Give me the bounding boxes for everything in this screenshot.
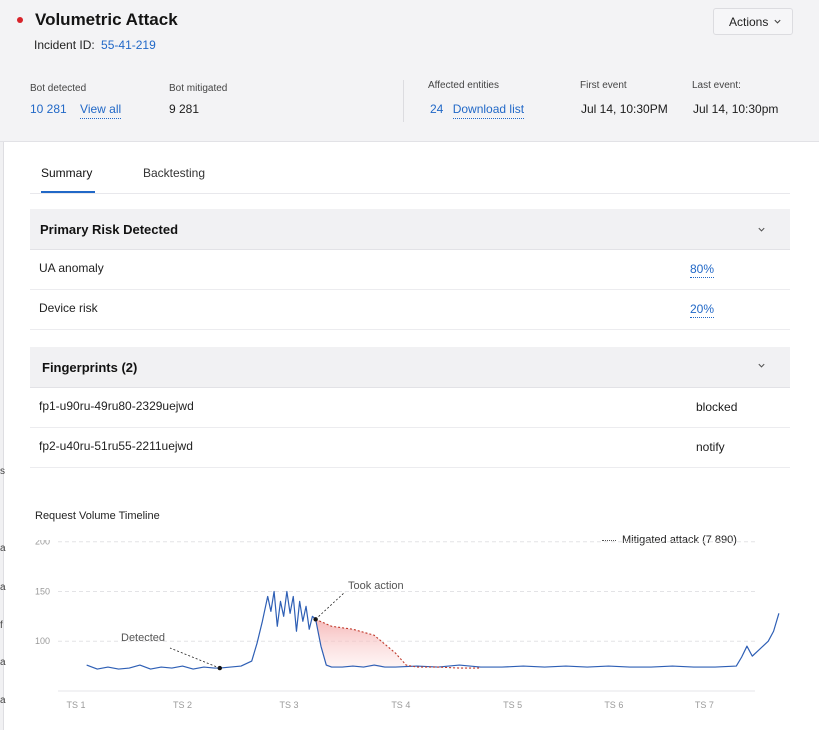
last-event-label: Last event: <box>692 80 741 91</box>
chart-title: Request Volume Timeline <box>35 510 160 522</box>
chevron-down-icon[interactable] <box>757 225 766 234</box>
legend-label: Mitigated attack (7 890) <box>622 534 737 546</box>
x-tick-label: TS 6 <box>604 700 623 710</box>
risk-percentage[interactable]: 20% <box>690 302 715 318</box>
tab-summary[interactable]: Summary <box>41 166 93 180</box>
risk-row-ua-anomaly: UA anomaly 80% <box>30 250 790 290</box>
risk-row-device-risk: Device risk 20% <box>30 290 790 330</box>
stats-divider <box>403 80 404 122</box>
x-tick-label: TS 5 <box>503 700 522 710</box>
incident-id-value[interactable]: 55-41-219 <box>101 38 156 52</box>
tab-backtesting[interactable]: Backtesting <box>143 166 206 180</box>
annotation-marker <box>217 665 222 671</box>
y-tick-label: 150 <box>35 586 50 596</box>
annotation-label: Detected <box>121 632 165 644</box>
tabs-divider <box>30 193 790 194</box>
x-tick-label: TS 1 <box>66 700 85 710</box>
affected-entities-value-group: 24 Download list <box>430 102 525 119</box>
x-tick-label: TS 4 <box>391 700 410 710</box>
last-event-value: Jul 14, 10:30pm <box>693 102 779 116</box>
fingerprints-section-header[interactable]: Fingerprints (2) <box>30 347 790 388</box>
left-edge-text: a <box>0 582 6 593</box>
mitigated-area <box>315 619 481 669</box>
request-volume-chart: Detected Took action 200 150 100 TS 1 TS 2 TS … <box>35 540 780 710</box>
risk-name: Device risk <box>39 301 98 315</box>
chevron-down-icon <box>774 19 781 24</box>
active-tab-indicator <box>41 191 95 193</box>
incident-id-line: Incident ID: 55-41-219 <box>34 38 156 52</box>
risk-name: UA anomaly <box>39 261 104 275</box>
affected-entities-label: Affected entities <box>428 80 499 91</box>
left-edge-text: a <box>0 657 6 668</box>
bot-detected-value[interactable]: 10 281 <box>30 102 67 116</box>
risk-percentage[interactable]: 80% <box>690 262 715 278</box>
y-tick-label: 200 <box>35 540 50 547</box>
annotation-leader-line <box>315 591 346 620</box>
fingerprint-action: notify <box>696 440 725 454</box>
first-event-value: Jul 14, 10:30PM <box>581 102 668 116</box>
request-volume-line <box>86 590 780 670</box>
primary-risk-title: Primary Risk Detected <box>40 222 179 237</box>
bot-detected-label: Bot detected <box>30 83 87 94</box>
annotation-label: Took action <box>348 580 404 592</box>
left-edge-text: f <box>0 620 3 631</box>
x-tick-label: TS 3 <box>279 700 298 710</box>
bot-mitigated-value: 9 281 <box>169 102 200 116</box>
left-edge-text: s <box>0 466 5 477</box>
actions-button[interactable]: Actions <box>713 8 793 35</box>
affected-entities-value[interactable]: 24 <box>430 102 444 116</box>
first-event-label: First event <box>580 80 627 91</box>
dotted-line-legend-icon <box>602 539 616 541</box>
fingerprint-row: fp2-u40ru-51ru55-2211uejwd notify <box>30 428 790 468</box>
bot-mitigated-label: Bot mitigated <box>169 83 228 94</box>
bot-detected-value-group: 10 281 View all <box>30 102 122 119</box>
left-edge-text: a <box>0 543 6 554</box>
fingerprints-title: Fingerprints (2) <box>42 360 138 375</box>
x-tick-label: TS 2 <box>173 700 192 710</box>
page-title: Volumetric Attack <box>35 10 178 29</box>
y-tick-label: 100 <box>35 636 50 646</box>
primary-risk-section-header[interactable]: Primary Risk Detected <box>30 209 790 250</box>
incident-id-label: Incident ID: <box>34 38 95 52</box>
chart-legend: Mitigated attack (7 890) <box>602 534 737 546</box>
left-panel-edge <box>0 142 4 730</box>
fingerprint-action: blocked <box>696 400 738 414</box>
mitigated-attack-line <box>315 618 481 669</box>
incident-header: Volumetric Attack Incident ID: 55-41-219… <box>0 0 819 142</box>
actions-label: Actions <box>729 15 769 29</box>
status-indicator-icon <box>17 17 23 23</box>
download-list-link[interactable]: Download list <box>452 102 525 119</box>
fingerprint-id: fp2-u40ru-51ru55-2211uejwd <box>39 439 193 453</box>
left-edge-text: a <box>0 695 6 706</box>
x-tick-label: TS 7 <box>695 700 714 710</box>
fingerprint-id: fp1-u90ru-49ru80-2329uejwd <box>39 399 194 413</box>
fingerprint-row: fp1-u90ru-49ru80-2329uejwd blocked <box>30 388 790 428</box>
view-all-link[interactable]: View all <box>80 102 122 119</box>
annotation-leader-line <box>169 647 220 669</box>
chevron-down-icon[interactable] <box>757 361 766 370</box>
